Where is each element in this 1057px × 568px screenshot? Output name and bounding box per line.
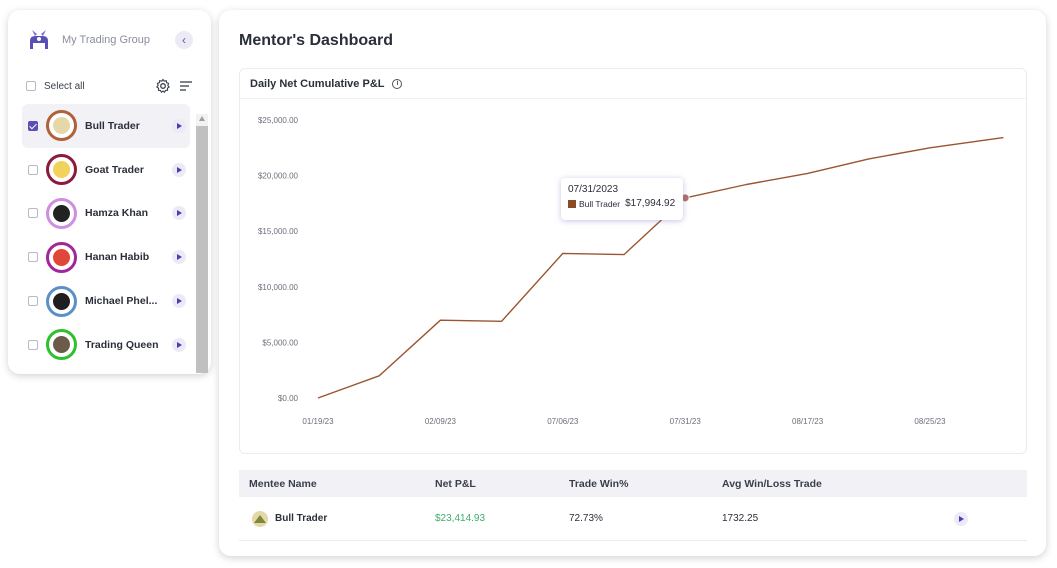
trading-group-sidebar: My Trading Group ‹ Select all Bull Trade… bbox=[8, 10, 211, 374]
y-tick-label: $20,000.00 bbox=[258, 172, 299, 181]
mentee-name: Bull Trader bbox=[275, 513, 328, 524]
series-swatch bbox=[568, 199, 576, 208]
y-tick-label: $10,000.00 bbox=[258, 283, 299, 292]
avatar bbox=[46, 110, 77, 142]
play-icon[interactable] bbox=[172, 206, 186, 221]
tooltip-row: Bull Trader $17,994.92 bbox=[568, 198, 676, 209]
play-icon[interactable] bbox=[172, 118, 186, 133]
play-icon[interactable] bbox=[172, 294, 186, 309]
column-header[interactable]: Trade Win% bbox=[569, 477, 629, 490]
play-icon[interactable] bbox=[172, 250, 186, 265]
member-row[interactable]: Goat Trader bbox=[22, 148, 190, 192]
member-name: Hanan Habib bbox=[85, 251, 150, 264]
column-header[interactable]: Mentee Name bbox=[249, 477, 317, 490]
table-header: Mentee Name Net P&L Trade Win% Avg Win/L… bbox=[239, 470, 1027, 497]
select-all-label: Select all bbox=[44, 80, 85, 92]
page-title: Mentor's Dashboard bbox=[239, 32, 394, 49]
mentee-table: Mentee Name Net P&L Trade Win% Avg Win/L… bbox=[239, 470, 1027, 541]
member-list: Bull Trader Goat Trader Hamza Khan Hanan… bbox=[22, 104, 190, 366]
x-tick-label: 07/31/23 bbox=[670, 417, 702, 426]
avg-win-loss-cell: 1732.25 bbox=[722, 513, 759, 524]
member-row[interactable]: Bull Trader bbox=[22, 104, 190, 148]
chevron-left-icon[interactable]: ‹ bbox=[175, 31, 193, 49]
sidebar-header: My Trading Group ‹ bbox=[26, 26, 193, 54]
member-checkbox[interactable] bbox=[28, 252, 38, 263]
member-checkbox[interactable] bbox=[28, 339, 38, 350]
mentee-cell: Bull Trader bbox=[239, 508, 435, 530]
pnl-chart-card: Daily Net Cumulative P&L i $0.00 $5,000.0… bbox=[239, 68, 1027, 454]
table-row[interactable]: Bull Trader $23,414.93 72.73% 1732.25 bbox=[239, 497, 1027, 541]
chart-header: Daily Net Cumulative P&L i bbox=[240, 69, 1026, 99]
avatar bbox=[46, 241, 77, 273]
member-name: Hamza Khan bbox=[85, 207, 149, 220]
y-tick-label: $5,000.00 bbox=[262, 338, 298, 347]
member-checkbox[interactable] bbox=[28, 208, 38, 219]
member-row[interactable]: Michael Phel... bbox=[22, 279, 190, 323]
play-icon[interactable] bbox=[172, 162, 186, 177]
scroll-up-icon[interactable] bbox=[199, 116, 205, 121]
member-name: Trading Queen bbox=[85, 338, 159, 351]
member-row[interactable]: Trading Queen bbox=[22, 323, 190, 367]
win-pct-cell: 72.73% bbox=[569, 513, 603, 524]
tooltip-value: $17,994.92 bbox=[625, 198, 676, 209]
member-row[interactable]: Hanan Habib bbox=[22, 235, 190, 279]
member-row[interactable]: Hamza Khan bbox=[22, 192, 190, 236]
chart-tooltip: 07/31/2023 Bull Trader $17,994.92 bbox=[561, 178, 683, 220]
y-tick-label: $15,000.00 bbox=[258, 227, 299, 236]
tooltip-date: 07/31/2023 bbox=[568, 184, 619, 195]
play-icon[interactable] bbox=[954, 511, 968, 526]
x-tick-label: 07/06/23 bbox=[547, 417, 579, 426]
x-tick-label: 08/25/23 bbox=[914, 417, 946, 426]
info-icon[interactable]: i bbox=[392, 78, 403, 89]
member-checkbox[interactable] bbox=[28, 120, 38, 131]
x-tick-label: 02/09/23 bbox=[425, 417, 457, 426]
gear-icon[interactable] bbox=[155, 78, 171, 94]
avatar bbox=[249, 508, 271, 530]
select-all-checkbox[interactable] bbox=[26, 81, 36, 91]
avatar bbox=[46, 285, 77, 317]
member-name: Goat Trader bbox=[85, 163, 144, 176]
column-header[interactable]: Net P&L bbox=[435, 477, 476, 490]
dashboard-panel: Mentor's Dashboard Daily Net Cumulative … bbox=[219, 10, 1046, 556]
sidebar-toolbar: Select all bbox=[26, 76, 193, 96]
x-tick-label: 08/17/23 bbox=[792, 417, 824, 426]
play-icon[interactable] bbox=[172, 337, 186, 352]
cumulative-pnl-chart: $0.00 $5,000.00 $10,000.00 $15,000.00 $20,00… bbox=[258, 116, 1004, 426]
member-name: Michael Phel... bbox=[85, 295, 158, 308]
member-checkbox[interactable] bbox=[28, 164, 38, 175]
y-tick-label: $25,000.00 bbox=[258, 116, 299, 125]
net-pnl-cell: $23,414.93 bbox=[435, 513, 486, 524]
x-tick-label: 01/19/23 bbox=[302, 417, 334, 426]
scrollbar-thumb[interactable] bbox=[196, 126, 208, 373]
sort-filter-icon[interactable] bbox=[179, 80, 193, 92]
bull-logo-icon bbox=[30, 30, 48, 49]
tooltip-series: Bull Trader bbox=[579, 198, 621, 209]
avatar bbox=[46, 197, 77, 229]
avatar bbox=[46, 329, 77, 361]
series-line-bull-trader[interactable] bbox=[317, 136, 1004, 399]
member-checkbox[interactable] bbox=[28, 296, 38, 307]
y-tick-label: $0.00 bbox=[278, 394, 299, 403]
group-name: My Trading Group bbox=[62, 34, 151, 46]
avatar bbox=[46, 154, 77, 186]
member-name: Bull Trader bbox=[85, 119, 140, 132]
chart-title: Daily Net Cumulative P&L bbox=[250, 77, 385, 90]
column-header[interactable]: Avg Win/Loss Trade bbox=[722, 477, 822, 490]
